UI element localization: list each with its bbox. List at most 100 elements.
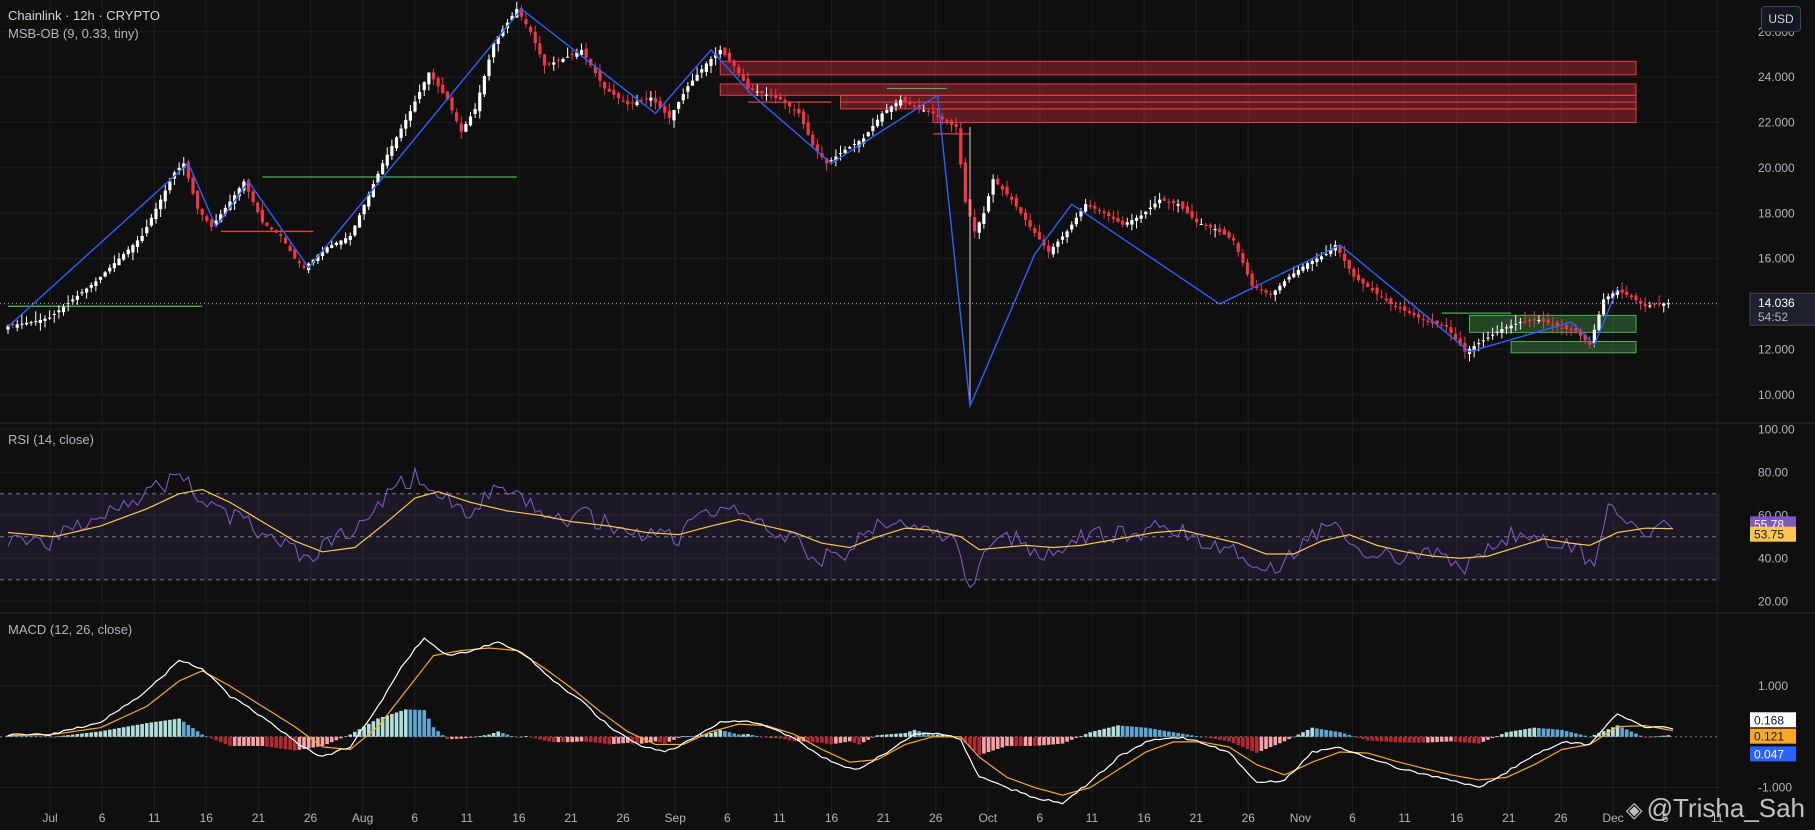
candle-body xyxy=(547,63,551,65)
candle-body xyxy=(61,306,66,313)
macd-histogram-bar xyxy=(1342,733,1347,737)
macd-histogram-bar xyxy=(686,736,690,737)
macd-histogram-bar xyxy=(732,733,736,737)
candle-body xyxy=(695,74,699,81)
macd-histogram-bar xyxy=(380,717,385,737)
candle-body xyxy=(445,91,449,100)
macd-histogram-bar xyxy=(1005,736,1009,746)
macd-histogram-bar xyxy=(274,736,279,748)
macd-value-tag xyxy=(1750,712,1796,728)
candle-body xyxy=(1629,295,1633,298)
macd-histogram-bar xyxy=(135,724,140,737)
macd-histogram-bar xyxy=(570,736,575,743)
candle-body xyxy=(1338,246,1342,253)
macd-histogram-bar xyxy=(704,733,709,737)
macd-histogram-bar xyxy=(177,718,181,737)
macd-histogram-bar xyxy=(797,736,801,742)
macd-histogram-bar xyxy=(57,736,61,737)
candle-body xyxy=(1259,289,1263,291)
macd-histogram-bar xyxy=(1139,727,1143,737)
macd-histogram-bar xyxy=(103,730,107,737)
candle-body xyxy=(279,234,283,236)
candle-body xyxy=(1551,324,1555,326)
macd-histogram-bar xyxy=(66,735,70,737)
candle-body xyxy=(1301,266,1305,271)
macd-histogram-bar xyxy=(1032,736,1037,746)
macd-histogram-bar xyxy=(1384,736,1389,742)
rsi-axis-label: 20.00 xyxy=(1758,594,1788,608)
candle-body xyxy=(723,47,727,56)
macd-histogram-bar xyxy=(871,736,875,738)
candle-body xyxy=(880,113,884,122)
candle-body xyxy=(1588,341,1592,345)
macd-histogram-bar xyxy=(588,736,593,743)
macd-histogram-bar xyxy=(1597,732,1601,737)
macd-histogram-bar xyxy=(1402,736,1407,743)
macd-histogram-bar xyxy=(1305,729,1310,737)
currency-button[interactable]: USD xyxy=(1761,6,1801,32)
candle-body xyxy=(862,138,866,144)
macd-histogram-bar xyxy=(746,734,750,737)
macd-histogram-bar xyxy=(1093,731,1097,737)
candle-body xyxy=(1023,212,1028,221)
candle-body xyxy=(852,144,856,146)
macd-histogram-bar xyxy=(1245,736,1250,749)
macd-histogram-bar xyxy=(1509,731,1513,737)
candle-body xyxy=(1227,232,1231,238)
candle-body xyxy=(640,99,644,101)
candle-body xyxy=(1070,224,1074,230)
candle-body xyxy=(1134,217,1139,221)
macd-histogram-bar xyxy=(958,736,963,740)
macd-histogram-bar xyxy=(1426,736,1430,743)
macd-histogram-bar xyxy=(533,736,538,739)
macd-histogram-bar xyxy=(1014,736,1019,746)
candle-body xyxy=(163,190,167,202)
macd-histogram-bar xyxy=(52,736,57,738)
candle-body xyxy=(1158,199,1162,204)
macd-histogram-bar xyxy=(972,736,977,752)
last-price-value: 14.036 xyxy=(1758,296,1795,310)
candle-body xyxy=(848,146,852,149)
candle-body xyxy=(283,237,288,244)
candle-body xyxy=(186,161,190,179)
macd-histogram-bar xyxy=(15,735,20,737)
candle-body xyxy=(871,125,875,131)
macd-histogram-bar xyxy=(1574,733,1578,737)
macd-histogram-bar xyxy=(1638,735,1643,737)
macd-histogram-bar xyxy=(579,736,584,742)
macd-histogram-bar xyxy=(43,736,47,738)
candle-body xyxy=(963,162,967,202)
macd-histogram-bar xyxy=(551,736,556,743)
x-tick-label: 26 xyxy=(616,811,630,825)
macd-histogram-bar xyxy=(760,736,764,738)
macd-histogram-bar xyxy=(1513,730,1518,737)
candle-body xyxy=(464,124,468,132)
candle-body xyxy=(1435,320,1439,325)
macd-histogram-bar xyxy=(519,736,524,738)
candle-body xyxy=(1657,303,1661,305)
macd-histogram-bar xyxy=(820,736,824,743)
macd-histogram-bar xyxy=(403,709,408,737)
candle-body xyxy=(1504,327,1509,329)
macd-histogram-bar xyxy=(681,736,686,737)
macd-histogram-bar xyxy=(154,721,158,737)
macd-histogram-bar xyxy=(1282,736,1287,742)
macd-histogram-bar xyxy=(477,736,482,737)
x-tick-label: 26 xyxy=(1242,811,1256,825)
candle-body xyxy=(1093,205,1097,209)
macd-histogram-bar xyxy=(394,712,399,737)
candle-body xyxy=(473,108,477,115)
candle-body xyxy=(228,201,232,210)
candle-body xyxy=(496,36,500,44)
candle-body xyxy=(940,116,944,120)
macd-histogram-bar xyxy=(824,736,829,744)
macd-histogram-bar xyxy=(1236,736,1241,746)
candle-body xyxy=(1491,334,1495,336)
candle-body xyxy=(191,177,195,194)
macd-histogram-bar xyxy=(547,736,551,742)
macd-histogram-bar xyxy=(1106,727,1111,737)
macd-histogram-bar xyxy=(538,736,542,740)
candle-body xyxy=(89,284,93,288)
macd-histogram-bar xyxy=(1268,736,1273,748)
